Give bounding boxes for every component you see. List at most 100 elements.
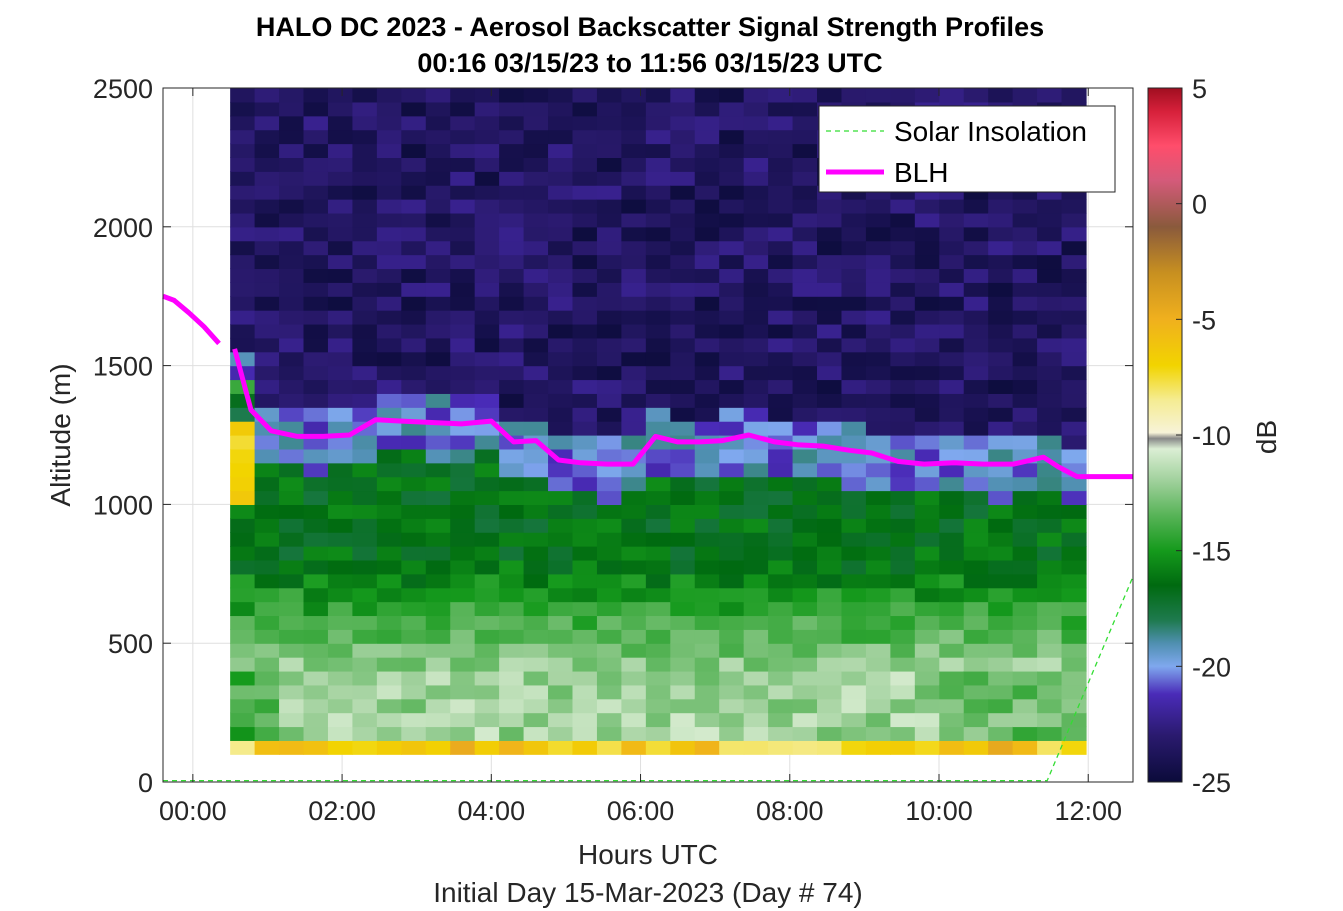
heatmap-cell — [694, 532, 720, 547]
heatmap-cell — [621, 684, 647, 700]
heatmap-cell — [596, 532, 622, 547]
heatmap-cell — [670, 212, 696, 228]
heatmap-cell — [548, 365, 574, 381]
colorbar-ticks: 50-5-10-15-20-25 — [1176, 74, 1231, 798]
heatmap-cell — [303, 171, 329, 186]
heatmap-cell — [817, 421, 843, 436]
heatmap-cell — [719, 115, 745, 131]
heatmap-cell — [596, 726, 622, 741]
heatmap-cell — [425, 185, 451, 200]
heatmap-cell — [327, 490, 354, 505]
heatmap-cell — [865, 587, 891, 603]
heatmap-cell — [327, 254, 354, 270]
heatmap-cell — [523, 601, 549, 617]
heatmap-cell — [303, 518, 329, 533]
heatmap-cell — [523, 684, 549, 700]
heatmap-cell — [621, 185, 647, 200]
heatmap-cell — [621, 740, 647, 755]
heatmap-cell — [230, 226, 256, 242]
heatmap-cell — [670, 712, 696, 728]
heatmap-cell — [939, 546, 965, 561]
heatmap-cell — [523, 296, 549, 311]
heatmap-cell — [376, 698, 402, 714]
heatmap-cell — [914, 240, 940, 256]
heatmap-cell — [401, 615, 427, 630]
heatmap-cell — [401, 448, 427, 464]
heatmap-cell — [890, 462, 916, 478]
heatmap-cell — [352, 546, 378, 561]
heatmap-cell — [890, 226, 916, 242]
heatmap-cell — [499, 726, 525, 741]
heatmap-cell — [719, 407, 745, 422]
heatmap-cell — [230, 532, 256, 547]
heatmap-cell — [523, 462, 549, 478]
heatmap-cell — [743, 684, 769, 700]
heatmap-cell — [474, 448, 500, 464]
heatmap-cell — [621, 518, 647, 533]
heatmap-cell — [230, 712, 256, 728]
heatmap-cell — [743, 143, 769, 158]
heatmap-cell — [254, 199, 280, 214]
heatmap-cell — [988, 518, 1014, 533]
heatmap-cell — [743, 296, 769, 311]
heatmap-cell — [743, 532, 769, 547]
heatmap-cell — [817, 462, 843, 478]
heatmap-cell — [279, 282, 305, 297]
heatmap-cell — [743, 268, 769, 283]
heatmap-cell — [743, 615, 769, 630]
heatmap-cell — [914, 393, 940, 408]
heatmap-cell — [694, 268, 720, 283]
heatmap-cell — [523, 379, 549, 394]
heatmap-cell — [303, 629, 329, 644]
heatmap-cell — [352, 212, 378, 228]
heatmap-cell — [988, 490, 1014, 505]
heatmap-cell — [352, 518, 378, 533]
colorbar-tick-label: -5 — [1192, 305, 1216, 335]
heatmap-cell — [963, 421, 989, 436]
heatmap-cell — [743, 587, 769, 603]
heatmap-cell — [939, 323, 965, 339]
heatmap-cell — [596, 698, 622, 714]
heatmap-cell — [230, 684, 256, 700]
heatmap-cell — [523, 712, 549, 728]
heatmap-cell — [303, 407, 329, 422]
heatmap-cell — [1012, 379, 1038, 394]
heatmap-cell — [890, 351, 916, 367]
heatmap-cell — [352, 101, 378, 117]
heatmap-cell — [963, 268, 989, 283]
heatmap-cell — [865, 407, 891, 422]
heatmap-cell — [939, 587, 965, 603]
heatmap-cell — [719, 629, 745, 644]
heatmap-cell — [694, 504, 720, 519]
heatmap-cell — [279, 615, 305, 630]
heatmap-cell — [327, 657, 354, 672]
heatmap-cell — [327, 559, 354, 575]
heatmap-cell — [376, 740, 402, 755]
heatmap-cell — [596, 88, 622, 103]
heatmap-cell — [401, 337, 427, 353]
heatmap-cell — [1012, 698, 1038, 714]
heatmap-cell — [743, 726, 769, 741]
heatmap-cell — [719, 643, 745, 658]
heatmap-cell — [596, 448, 622, 464]
heatmap-cell — [719, 421, 745, 436]
heatmap-cell — [768, 393, 794, 408]
heatmap-cell — [352, 684, 378, 700]
heatmap-cell — [890, 532, 916, 547]
heatmap-cell — [450, 212, 476, 228]
heatmap-cell — [914, 532, 940, 547]
heatmap-cell — [474, 129, 500, 145]
heatmap-cell — [865, 365, 891, 381]
heatmap-cell — [792, 365, 818, 381]
heatmap-cell — [279, 115, 305, 131]
heatmap-cell — [352, 115, 378, 131]
heatmap-cell — [450, 171, 476, 186]
heatmap-cell — [841, 282, 867, 297]
heatmap-cell — [670, 88, 696, 103]
heatmap-cell — [670, 421, 696, 436]
heatmap-cell — [303, 546, 329, 561]
colorbar-tick-label: 5 — [1192, 74, 1207, 104]
heatmap-cell — [914, 365, 940, 381]
heatmap-cell — [645, 698, 671, 714]
heatmap-cell — [425, 199, 451, 214]
